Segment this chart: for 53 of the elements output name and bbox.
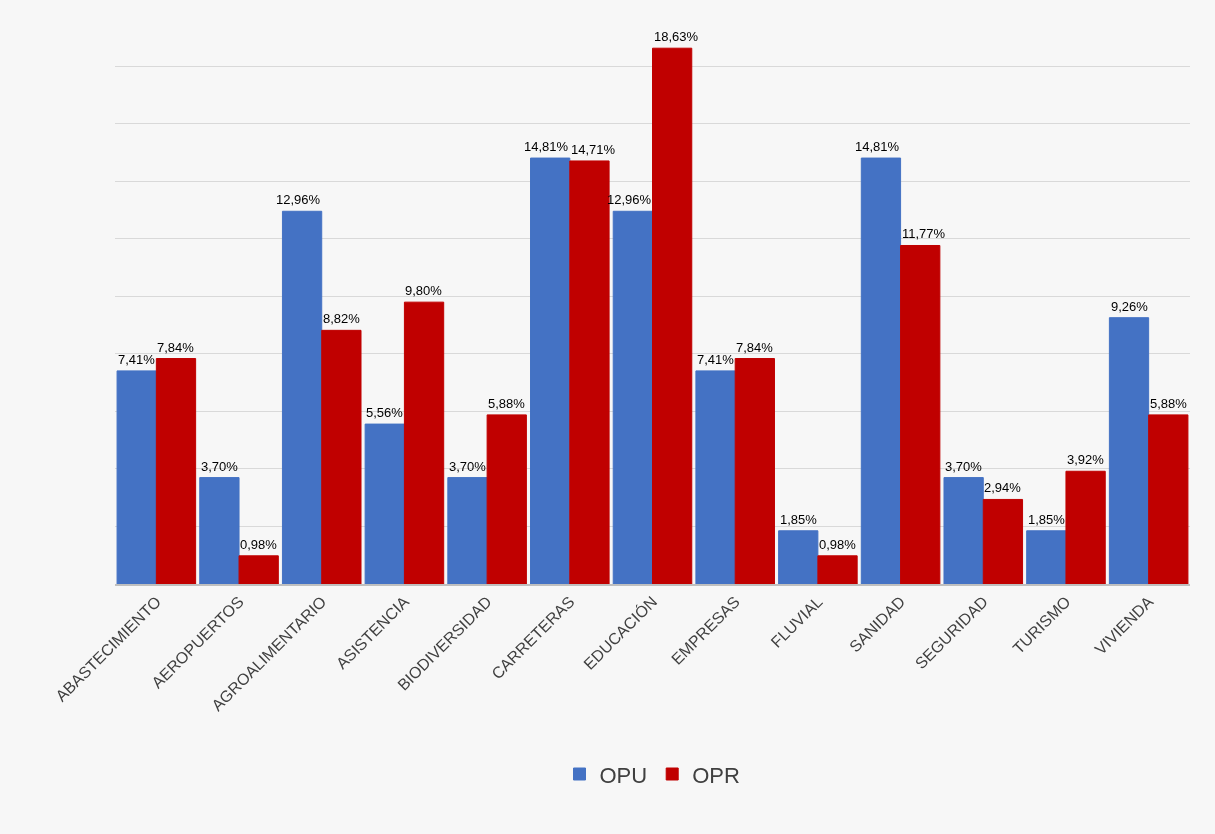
data-label: 14,81% <box>855 139 900 154</box>
bar <box>569 160 610 584</box>
data-label: 3,92% <box>1067 452 1105 467</box>
data-label: 7,41% <box>697 352 735 367</box>
data-label: 1,85% <box>780 512 818 527</box>
data-label: 1,85% <box>1028 512 1066 527</box>
bar <box>860 157 902 584</box>
data-label: 12,96% <box>276 192 321 207</box>
data-label: 9,80% <box>405 283 443 298</box>
data-label: 3,70% <box>449 459 487 474</box>
bar <box>1108 317 1150 584</box>
data-label: 7,84% <box>157 340 195 355</box>
bar <box>116 370 157 584</box>
bar <box>612 210 653 584</box>
bar <box>695 370 736 584</box>
bar <box>982 498 1024 584</box>
data-label: 3,70% <box>201 459 239 474</box>
bar <box>530 157 571 584</box>
bar <box>199 477 240 584</box>
data-label: 0,98% <box>819 537 857 552</box>
bar <box>1026 530 1067 584</box>
bar <box>281 210 323 584</box>
data-label: 3,70% <box>945 459 983 474</box>
bar <box>447 477 488 584</box>
data-label: 8,82% <box>323 311 361 326</box>
bar <box>817 555 858 584</box>
data-label: 5,88% <box>1150 396 1188 411</box>
bar <box>486 414 527 584</box>
bar <box>321 329 362 584</box>
bar <box>1148 414 1189 584</box>
data-label: 7,41% <box>118 352 156 367</box>
bar <box>652 47 693 584</box>
data-label: 9,26% <box>1111 299 1149 314</box>
data-label: 5,88% <box>488 396 526 411</box>
data-label: 11,77% <box>902 226 946 241</box>
data-label: 5,56% <box>366 405 404 420</box>
bar <box>734 358 775 584</box>
bar <box>238 555 279 584</box>
bar <box>1065 470 1106 584</box>
data-label: 18,63% <box>654 29 699 44</box>
bar <box>155 358 197 584</box>
bar <box>403 301 445 584</box>
data-label: 14,71% <box>571 142 616 157</box>
data-label: 2,94% <box>984 480 1022 495</box>
bar <box>900 244 941 584</box>
bar <box>364 423 405 584</box>
data-label: 7,84% <box>736 340 774 355</box>
legend-label: OPR <box>692 762 740 788</box>
bar <box>943 477 984 584</box>
legend-label: OPU <box>599 762 648 788</box>
bar <box>778 530 819 584</box>
data-label: 0,98% <box>240 537 278 552</box>
data-label: 14,81% <box>524 139 569 154</box>
